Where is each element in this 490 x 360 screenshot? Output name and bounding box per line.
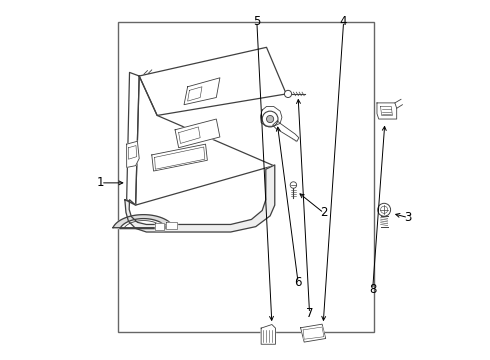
Polygon shape bbox=[377, 103, 397, 119]
Text: 2: 2 bbox=[320, 207, 328, 220]
Text: 8: 8 bbox=[369, 283, 376, 296]
Polygon shape bbox=[126, 141, 139, 167]
Text: 6: 6 bbox=[294, 276, 302, 289]
Text: 3: 3 bbox=[404, 211, 412, 224]
Polygon shape bbox=[303, 327, 324, 339]
Text: 1: 1 bbox=[97, 176, 104, 189]
Polygon shape bbox=[113, 215, 174, 229]
Polygon shape bbox=[136, 76, 274, 205]
Polygon shape bbox=[261, 324, 275, 344]
Circle shape bbox=[285, 90, 292, 98]
Polygon shape bbox=[175, 119, 220, 148]
Polygon shape bbox=[184, 78, 220, 105]
Bar bbox=[118, 22, 374, 332]
Circle shape bbox=[290, 182, 296, 188]
Text: 7: 7 bbox=[306, 307, 313, 320]
Polygon shape bbox=[381, 107, 392, 116]
Polygon shape bbox=[125, 165, 275, 232]
Circle shape bbox=[378, 203, 391, 216]
Polygon shape bbox=[126, 72, 139, 205]
Polygon shape bbox=[179, 127, 200, 143]
Polygon shape bbox=[300, 324, 326, 342]
Text: 4: 4 bbox=[340, 15, 347, 28]
Text: 5: 5 bbox=[253, 15, 261, 28]
Polygon shape bbox=[139, 47, 286, 116]
Circle shape bbox=[262, 111, 278, 127]
Polygon shape bbox=[155, 223, 164, 230]
Polygon shape bbox=[155, 147, 205, 169]
Polygon shape bbox=[152, 144, 207, 171]
Polygon shape bbox=[128, 145, 137, 159]
Polygon shape bbox=[166, 222, 177, 229]
Polygon shape bbox=[272, 121, 299, 141]
Polygon shape bbox=[188, 87, 202, 101]
Polygon shape bbox=[260, 107, 282, 126]
Circle shape bbox=[267, 116, 274, 123]
